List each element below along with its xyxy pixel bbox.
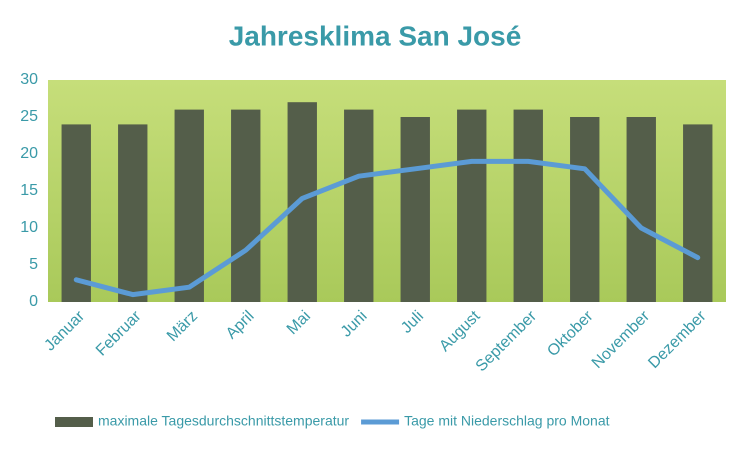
y-tick-label: 25 bbox=[20, 108, 38, 125]
bar bbox=[626, 117, 656, 302]
bar bbox=[683, 124, 713, 303]
bar bbox=[287, 102, 317, 302]
y-tick-label: 10 bbox=[20, 219, 38, 236]
x-tick-label: Dezember bbox=[645, 307, 710, 372]
x-tick-label: Oktober bbox=[544, 307, 597, 360]
chart-title: Jahresklima San José bbox=[229, 20, 522, 51]
x-tick-label: September bbox=[473, 307, 541, 375]
x-tick-label: Mai bbox=[284, 308, 314, 338]
x-tick-label: November bbox=[589, 307, 654, 372]
x-tick-label: Februar bbox=[93, 307, 145, 359]
bar bbox=[344, 109, 374, 302]
bar bbox=[457, 109, 487, 302]
y-tick-label: 0 bbox=[29, 293, 38, 310]
bar bbox=[118, 124, 148, 303]
y-tick-label: 15 bbox=[20, 182, 38, 199]
bar bbox=[61, 124, 91, 303]
x-tick-label: August bbox=[436, 307, 484, 355]
x-tick-label: März bbox=[164, 308, 201, 345]
bar bbox=[570, 117, 600, 302]
legend-label: Tage mit Niederschlag pro Monat bbox=[404, 413, 610, 429]
bar bbox=[513, 109, 543, 302]
y-tick-label: 20 bbox=[20, 145, 38, 162]
x-tick-label: Januar bbox=[41, 307, 88, 354]
x-tick-label: Juni bbox=[338, 308, 371, 341]
y-tick-label: 30 bbox=[20, 71, 38, 88]
bar bbox=[174, 109, 204, 302]
plot-area bbox=[48, 80, 726, 302]
line bbox=[73, 158, 701, 298]
legend-label: maximale Tagesdurchschnittstemperatur bbox=[98, 413, 349, 429]
legend-swatch bbox=[55, 417, 93, 427]
x-tick-label: April bbox=[223, 308, 258, 343]
bar bbox=[231, 109, 261, 302]
y-tick-label: 5 bbox=[29, 256, 38, 273]
x-tick-label: Juli bbox=[398, 308, 427, 337]
bar bbox=[400, 117, 430, 302]
